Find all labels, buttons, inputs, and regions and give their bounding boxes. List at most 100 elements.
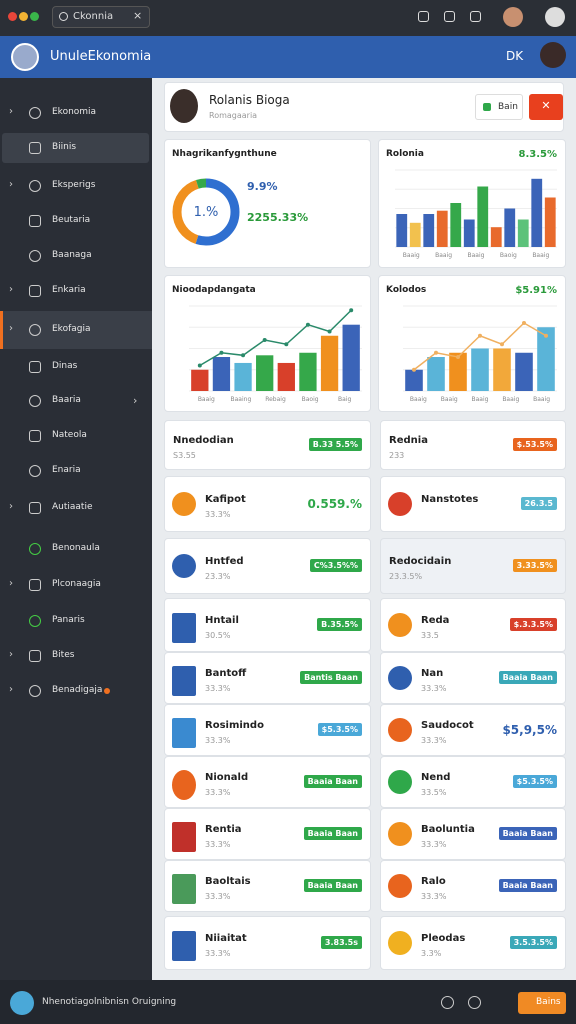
profile-button[interactable]: Bain	[475, 94, 523, 120]
footer-icon[interactable]	[468, 996, 481, 1009]
item-badge[interactable]: B.35.5%	[317, 618, 362, 631]
close-button[interactable]: ✕	[529, 94, 563, 120]
nav-item[interactable]: Bites	[52, 650, 75, 660]
footer-button[interactable]: Bains	[518, 992, 566, 1014]
x-label: Baaig	[435, 252, 452, 259]
x-label: Baaig	[441, 396, 458, 403]
item-badge[interactable]: 26.3.5	[520, 497, 557, 510]
nav-item[interactable]: Benadigaja	[52, 685, 103, 695]
header-right: DK	[506, 49, 524, 63]
footer-icon[interactable]	[441, 996, 454, 1009]
item-badge[interactable]: 3.33.5%	[512, 559, 557, 572]
nav-item[interactable]: Baanaga	[52, 250, 92, 260]
nav-icon	[29, 650, 41, 662]
item-sub: 33.3%	[421, 840, 447, 849]
item-badge[interactable]: Baaia Baan	[303, 827, 362, 840]
item-sub: 33.3%	[205, 840, 231, 849]
list-card[interactable]: Nionald 33.3% Baaia Baan	[164, 756, 371, 808]
item-badge[interactable]: Baaia Baan	[303, 775, 362, 788]
toolbar-icon[interactable]	[444, 11, 455, 22]
line-point	[456, 355, 460, 359]
item-badge[interactable]: $.3.3.5%	[509, 618, 557, 631]
nav-item[interactable]: Dinas	[52, 361, 78, 371]
bar	[537, 327, 555, 391]
line-point	[434, 350, 438, 355]
list-card[interactable]: Nanstotes 26.3.5	[380, 476, 566, 532]
bar	[277, 362, 295, 391]
list-card[interactable]: Hntail 30.5% B.35.5%	[164, 598, 371, 652]
item-title: Hntail	[205, 615, 239, 626]
item-title: Ralo	[421, 876, 446, 887]
search-box[interactable]: Ckonnia ×	[52, 6, 150, 28]
bar	[493, 348, 511, 391]
list-card[interactable]: Saudocot 33.3% $5,9,5%	[380, 704, 566, 756]
nav-item[interactable]: Plconaagia	[52, 579, 101, 589]
item-badge[interactable]: $5.3.5%	[512, 775, 557, 788]
list-card[interactable]: Pleodas 3.3% 3.5.3.5%	[380, 916, 566, 970]
bar	[531, 178, 543, 247]
list-card[interactable]: Rosimindo 33.3% $5.3.5%	[164, 704, 371, 756]
nav-item[interactable]: Beutaria	[52, 215, 91, 225]
nav-item[interactable]: Autiaatie	[52, 502, 93, 512]
nav-item[interactable]: Ekofagia	[52, 324, 91, 334]
toolbar-icon[interactable]	[470, 11, 481, 22]
window-dot	[8, 12, 17, 21]
item-icon	[388, 613, 412, 637]
item-icon	[388, 822, 412, 846]
list-card[interactable]: Reda 33.5 $.3.3.5%	[380, 598, 566, 652]
item-badge[interactable]: Baaia Baan	[498, 879, 557, 892]
list-card[interactable]: Nend 33.5% $5.3.5%	[380, 756, 566, 808]
nav-item[interactable]: Enkaria	[52, 285, 86, 295]
list-card[interactable]: Ralo 33.3% Baaia Baan	[380, 860, 566, 912]
item-badge[interactable]: Baaia Baan	[498, 671, 557, 684]
list-card[interactable]: Baoluntia 33.3% Baaia Baan	[380, 808, 566, 860]
toolbar-icon[interactable]	[418, 11, 429, 22]
list-card[interactable]: Kafipot 33.3% 0.559.%	[164, 476, 371, 532]
item-title: Nanstotes	[421, 494, 479, 505]
item-badge[interactable]: 3.5.3.5%	[509, 936, 557, 949]
nav-item[interactable]: Baaria	[52, 395, 81, 405]
item-badge[interactable]: Bantis Baan	[300, 671, 362, 684]
avatar	[545, 7, 565, 27]
item-sub: 33.3%	[205, 510, 231, 519]
item-badge[interactable]: Baaia Baan	[498, 827, 557, 840]
nav-item[interactable]: Enaria	[52, 465, 81, 475]
list-card[interactable]: Niiaitat 33.3% 3.83.5s	[164, 916, 371, 970]
chart: Baaig Baaig Baaig Baaig Baaig	[403, 305, 557, 403]
item-badge[interactable]: Baaia Baan	[303, 879, 362, 892]
chart-title: Nioodapdangata	[172, 285, 256, 295]
list-card[interactable]: Baoltais 33.3% Baaia Baan	[164, 860, 371, 912]
nav-item[interactable]: Nateola	[52, 430, 87, 440]
list-card[interactable]: Hntfed 23.3% C%3.5%%	[164, 538, 371, 594]
x-label: Baaing	[231, 396, 252, 403]
item-badge[interactable]: C%3.5%%	[309, 559, 362, 572]
search-text: Ckonnia	[73, 11, 114, 22]
list-card[interactable]: Nan 33.3% Baaia Baan	[380, 652, 566, 704]
bar	[504, 208, 516, 247]
bar	[409, 222, 421, 247]
item-badge[interactable]: $.53.5%	[512, 438, 557, 451]
chart-title: Nhagrikanfygnthune	[172, 149, 277, 159]
nav-item[interactable]: Panaris	[52, 615, 85, 625]
item-badge[interactable]: $5.3.5%	[317, 723, 362, 736]
nav-item[interactable]: Eksperigs	[52, 180, 96, 190]
item-title: Redocidain	[389, 556, 452, 567]
list-card[interactable]: Bantoff 33.3% Bantis Baan	[164, 652, 371, 704]
item-badge[interactable]: B.33 5.5%	[308, 438, 362, 451]
nav-item[interactable]: Ekonomia	[52, 107, 97, 117]
line-point	[305, 322, 310, 327]
list-card[interactable]: Rentia 33.3% Baaia Baan	[164, 808, 371, 860]
list-card[interactable]: Rednia 233 $.53.5%	[380, 420, 566, 470]
nav-item[interactable]: Benonaula	[52, 543, 100, 553]
nav-icon	[29, 615, 41, 627]
line-point	[478, 333, 482, 338]
item-title: Rosimindo	[205, 720, 264, 731]
nav-item[interactable]: Biinis	[52, 142, 77, 152]
item-badge[interactable]: 3.83.5s	[320, 936, 362, 949]
item-title: Nend	[421, 772, 451, 783]
list-card[interactable]: Nnedodian S3.55 B.33 5.5%	[164, 420, 371, 470]
list-card[interactable]: Redocidain 23.3.5% 3.33.5%	[380, 538, 566, 594]
item-sub: 23.3%	[205, 572, 231, 581]
